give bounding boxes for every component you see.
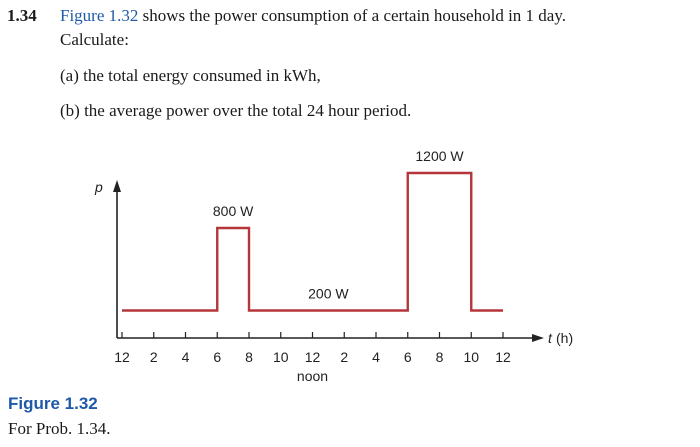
x-tick-label: 6 — [213, 349, 221, 365]
calculate-label: Calculate: — [60, 30, 129, 49]
y-axis-symbol: p — [94, 179, 103, 195]
part-a: (a) the total energy consumed in kWh, — [60, 66, 321, 85]
x-tick-label: 2 — [340, 349, 348, 365]
figure-caption-text: For Prob. 1.34. — [8, 419, 111, 438]
figure-reference: Figure 1.32 — [60, 6, 139, 25]
noon-label: noon — [297, 368, 328, 384]
x-axis-arrow — [532, 334, 544, 342]
x-ticks — [121, 332, 504, 338]
x-tick-label: 6 — [404, 349, 412, 365]
problem-number: 1.34 — [7, 6, 37, 25]
x-tick-label: 8 — [436, 349, 444, 365]
x-tick-label: 4 — [182, 349, 190, 365]
x-tick-label: 12 — [495, 349, 511, 365]
x-axis-symbol: t — [548, 330, 553, 346]
x-tick-label: 12 — [305, 349, 321, 365]
value-annotation: 200 W — [308, 286, 349, 302]
value-annotations: 800 W 200 W 1200 W — [213, 148, 465, 302]
power-series-line — [122, 171, 503, 312]
value-annotation: 1200 W — [415, 148, 464, 164]
figure-caption-title: Figure 1.32 — [8, 394, 98, 413]
x-tick-label: 10 — [463, 349, 479, 365]
problem-statement-rest: shows the power consumption of a certain… — [138, 6, 566, 25]
x-tick-label: 2 — [150, 349, 158, 365]
x-tick-labels: 12 2 4 6 8 10 12 2 4 6 8 10 12 — [114, 349, 511, 365]
y-axis-arrow — [113, 180, 121, 192]
x-tick-label: 12 — [114, 349, 130, 365]
x-tick-label: 10 — [273, 349, 289, 365]
value-annotation: 800 W — [213, 203, 254, 219]
x-tick-label: 4 — [372, 349, 380, 365]
part-b: (b) the average power over the total 24 … — [60, 101, 412, 120]
x-tick-label: 8 — [245, 349, 253, 365]
problem-statement: Figure 1.32 shows the power consumption … — [60, 6, 566, 26]
x-axis-unit: (h) — [556, 330, 573, 346]
